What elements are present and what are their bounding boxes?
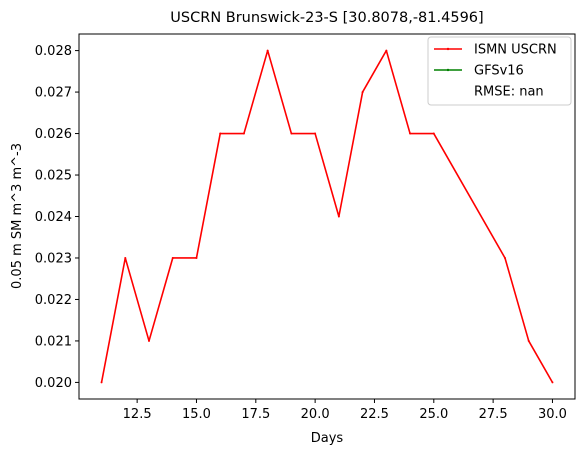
x-tick-label: 27.5 bbox=[479, 407, 508, 422]
x-axis-label: Days bbox=[311, 431, 344, 446]
chart-title: USCRN Brunswick-23-S [30.8078,-81.4596] bbox=[170, 10, 483, 26]
data-point bbox=[362, 91, 364, 93]
y-tick-label: 0.026 bbox=[35, 127, 72, 142]
data-point bbox=[267, 50, 269, 52]
legend-label: RMSE: nan bbox=[474, 85, 544, 100]
x-tick-label: 25.0 bbox=[419, 407, 448, 422]
y-tick-label: 0.022 bbox=[35, 293, 72, 308]
data-point bbox=[290, 133, 292, 135]
data-point bbox=[243, 133, 245, 135]
x-tick-label: 17.5 bbox=[241, 407, 270, 422]
y-tick-label: 0.021 bbox=[35, 334, 72, 349]
y-axis-label: 0.05 m SM m^3 m^-3 bbox=[10, 143, 25, 289]
legend-marker bbox=[447, 48, 449, 50]
data-point bbox=[219, 133, 221, 135]
legend-label: GFSv16 bbox=[474, 64, 524, 79]
x-tick-label: 20.0 bbox=[301, 407, 330, 422]
data-point bbox=[385, 50, 387, 52]
x-tick-label: 15.0 bbox=[182, 407, 211, 422]
data-point bbox=[338, 216, 340, 218]
legend-label: ISMN USCRN bbox=[474, 43, 557, 58]
y-tick-label: 0.024 bbox=[35, 210, 72, 225]
data-point bbox=[314, 133, 316, 135]
x-tick-label: 22.5 bbox=[360, 407, 389, 422]
x-tick-label: 12.5 bbox=[123, 407, 152, 422]
y-axis-ticks: 0.020 0.021 0.022 0.023 0.024 0.025 0.026 0.027… bbox=[35, 44, 79, 391]
y-tick-label: 0.023 bbox=[35, 251, 72, 266]
data-point bbox=[504, 257, 506, 259]
data-point bbox=[148, 340, 150, 342]
y-tick-label: 0.028 bbox=[35, 44, 72, 59]
data-point bbox=[433, 133, 435, 135]
data-point bbox=[551, 381, 553, 383]
y-tick-label: 0.027 bbox=[35, 86, 72, 101]
x-axis-ticks: 12.5 15.0 17.5 20.0 22.5 25.0 27.5 30.0 bbox=[123, 399, 567, 422]
y-tick-label: 0.020 bbox=[35, 376, 72, 391]
data-point bbox=[172, 257, 174, 259]
data-point bbox=[528, 340, 530, 342]
y-tick-label: 0.025 bbox=[35, 169, 72, 184]
legend: ISMN USCRN GFSv16 RMSE: nan bbox=[428, 37, 571, 105]
data-point bbox=[195, 257, 197, 259]
legend-marker bbox=[447, 69, 449, 71]
data-point bbox=[101, 381, 103, 383]
data-point bbox=[124, 257, 126, 259]
data-point bbox=[409, 133, 411, 135]
x-tick-label: 30.0 bbox=[538, 407, 567, 422]
